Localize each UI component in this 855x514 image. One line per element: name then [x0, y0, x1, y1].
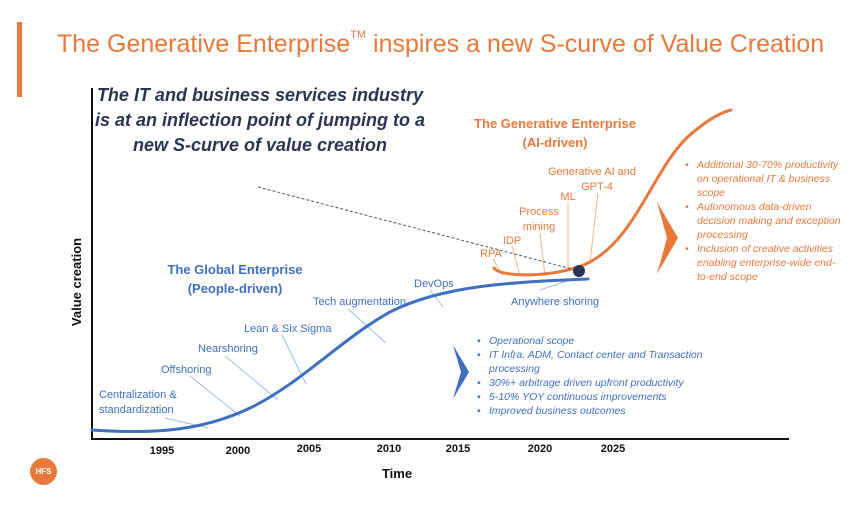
milestone-idp: IDP [503, 235, 521, 247]
orange-chevron-icon [657, 202, 678, 274]
idp-callout [511, 245, 521, 277]
milestone-standardization: standardization [99, 404, 174, 416]
hfs-logo: HFS [30, 458, 57, 485]
generative-enterprise-curve [492, 108, 733, 277]
global-enterprise-label: The Global Enterprise [167, 262, 302, 277]
global-enterprise-curve [90, 277, 590, 434]
global-benefit-item: 5-10% YOY continuous improvements [476, 390, 746, 404]
x-tick-2000: 2000 [226, 445, 250, 457]
milestone-rpa: RPA [480, 248, 502, 260]
x-tick-2025: 2025 [601, 443, 625, 455]
global-benefits-list: Operational scope IT Infra, ADM, Contact… [476, 334, 746, 418]
milestone-anywhere-shoring: Anywhere shoring [511, 296, 599, 308]
generative-enterprise-sublabel: (AI-driven) [523, 135, 588, 150]
x-tick-2005: 2005 [297, 443, 321, 455]
milestone-centralization: Centralization & [99, 389, 177, 401]
milestone-tech-augmentation: Tech augmentation [313, 296, 406, 308]
blue-chevron-icon [453, 345, 469, 399]
global-benefit-item: 30%+ arbitrage driven upfront productivi… [476, 376, 746, 390]
x-tick-2015: 2015 [446, 443, 470, 455]
milestone-devops: DevOps [414, 278, 454, 290]
milestone-gpt4: GPT-4 [581, 181, 613, 193]
title-main: The Generative Enterprise [57, 30, 351, 58]
inflection-point-marker [573, 265, 585, 277]
generative-benefits-list: Additional 30-70% productivity on operat… [684, 158, 844, 284]
trademark-mark: TM [350, 29, 367, 41]
process-mining-callout [539, 232, 546, 277]
nearshoring-callout [224, 355, 279, 401]
headline-text: The IT and business services industry is… [95, 85, 425, 155]
inflection-pointer-line [257, 186, 573, 270]
milestone-lean-six-sigma: Lean & Six Sigma [244, 323, 332, 335]
global-benefit-item: Improved business outcomes [476, 404, 746, 418]
generative-enterprise-label: The Generative Enterprise [474, 116, 636, 131]
milestone-ml: ML [560, 191, 575, 203]
global-benefit-item: IT Infra, ADM, Contact center and Transa… [476, 348, 746, 376]
generative-benefit-item: Inclusion of creative activities enablin… [684, 242, 844, 284]
generative-benefit-item: Additional 30-70% productivity on operat… [684, 158, 844, 200]
anywhere-callout [539, 279, 571, 291]
global-benefit-item: Operational scope [476, 334, 746, 348]
slide-title: The Generative EnterpriseTM inspires a n… [57, 29, 825, 59]
milestone-nearshoring: Nearshoring [198, 343, 258, 355]
generative-benefit-item: Autonomous data-driven decision making a… [684, 200, 844, 242]
x-tick-2020: 2020 [528, 443, 552, 455]
y-axis-label: Value creation [69, 238, 84, 326]
milestone-generative-ai: Generative AI and [548, 166, 636, 178]
offshoring-callout [189, 375, 241, 417]
milestone-process: Process [519, 206, 559, 218]
devops-callout [429, 289, 444, 308]
milestone-offshoring: Offshoring [161, 364, 212, 376]
x-tick-2010: 2010 [377, 443, 401, 455]
x-tick-1995: 1995 [150, 445, 174, 457]
title-accent-bar [17, 22, 22, 97]
global-enterprise-sublabel: (People-driven) [188, 281, 283, 296]
genai-callout [589, 192, 599, 263]
milestone-mining: mining [523, 221, 555, 233]
title-rest: inspires a new S-curve of Value Creation [366, 30, 825, 58]
x-axis-label: Time [382, 466, 412, 481]
